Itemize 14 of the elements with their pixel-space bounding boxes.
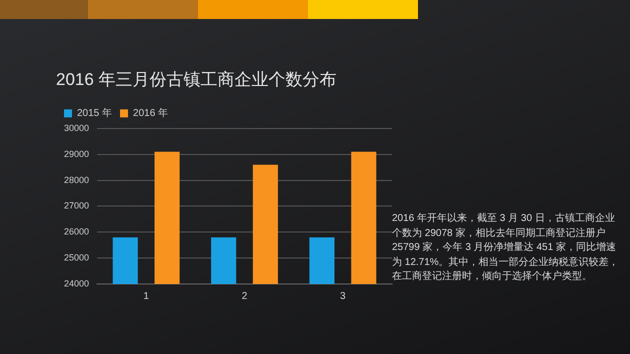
legend-label: 2016 年 [133, 107, 168, 120]
y-tick-label: 24000 [64, 278, 90, 288]
y-tick-label: 26000 [64, 226, 90, 237]
chart-title: 2016 年三月份古镇工商企业个数分布 [56, 70, 337, 89]
legend-label: 2015 年 [77, 107, 112, 120]
y-tick-label: 29000 [64, 148, 90, 159]
x-tick-label: 2 [242, 290, 248, 302]
annotation: 2016 年开年以来，截至 3 月 30 日，古镇工商企业个数为 29078 家，相比去年同期工商登记注册户 25799 家，今年 3 月份净增量达 451 家，同比增速为 12.71%。其中，相当一部分企业纳税意识较差，在工商登记注册时，倾向于选择个体户类型。 [392, 212, 620, 284]
y-tick-label: 30000 [64, 122, 90, 133]
x-tick-label: 1 [143, 290, 150, 302]
y-tick-label: 25000 [64, 252, 90, 263]
y-tick-label: 28000 [64, 174, 90, 185]
x-tick-label: 3 [340, 290, 346, 302]
y-tick-label: 27000 [64, 200, 90, 211]
